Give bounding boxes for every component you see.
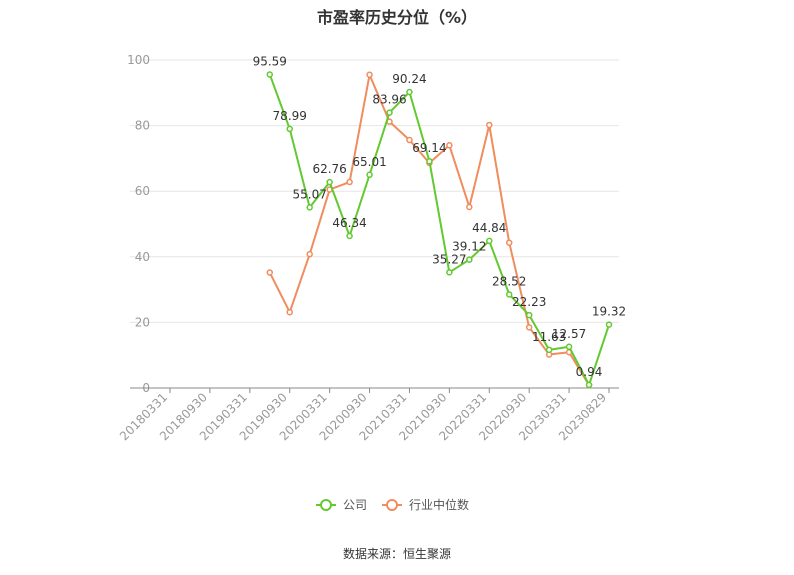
company-point — [326, 178, 333, 186]
industry-point — [286, 308, 293, 316]
industry-point — [306, 250, 313, 258]
industry-point — [486, 121, 493, 129]
industry-point — [366, 71, 373, 79]
company-point — [366, 171, 373, 179]
company-point — [286, 125, 293, 133]
chart-title: 市盈率历史分位（%） — [316, 8, 478, 27]
data-label: 62.76 — [312, 162, 346, 176]
data-label: 46.34 — [332, 216, 366, 230]
industry-point — [346, 178, 353, 186]
company-point — [426, 157, 433, 165]
company-point — [525, 311, 533, 319]
data-source: 数据来源：恒生聚源 — [342, 547, 451, 561]
data-label: 0.94 — [576, 365, 603, 379]
industry-point — [525, 324, 533, 331]
company-point — [386, 109, 393, 116]
data-label: 90.24 — [392, 72, 426, 86]
data-label: 44.84 — [472, 221, 506, 235]
company-point — [505, 291, 513, 298]
company-point — [266, 71, 274, 78]
company-point — [406, 88, 413, 96]
data-label: 55.07 — [293, 187, 327, 201]
data-label: 69.14 — [412, 141, 446, 155]
industry-point — [466, 203, 473, 211]
company-point — [585, 381, 593, 389]
data-label: 95.59 — [253, 54, 287, 68]
industry-point — [406, 136, 413, 144]
data-label: 12.57 — [552, 327, 586, 341]
company-point — [346, 232, 353, 240]
company-series-line — [268, 74, 610, 386]
data-label: 65.01 — [352, 155, 386, 169]
data-label: 83.96 — [372, 93, 406, 107]
data-label: 28.52 — [492, 274, 526, 288]
company-point — [565, 343, 573, 351]
y-tick-label: 40 — [135, 250, 150, 264]
y-tick-label: 80 — [135, 119, 150, 133]
y-tick-label: 100 — [127, 53, 150, 67]
legend-company-marker-icon — [320, 499, 332, 511]
data-label: 35.27 — [432, 252, 466, 266]
company-point — [446, 269, 453, 276]
company-point — [545, 346, 553, 354]
data-label: 78.99 — [273, 109, 307, 123]
legend-industry-label: 行业中位数 — [409, 497, 469, 512]
y-tick-label: 60 — [135, 184, 150, 198]
company-point — [466, 256, 473, 263]
company-point — [486, 237, 493, 245]
y-tick-label: 20 — [135, 315, 150, 329]
legend-company-label: 公司 — [343, 498, 367, 512]
data-label: 19.32 — [592, 305, 626, 319]
data-label: 39.12 — [452, 240, 486, 254]
company-point — [605, 321, 613, 328]
industry-point — [505, 239, 513, 246]
industry-point — [446, 142, 453, 149]
legend-industry-marker-icon — [386, 499, 398, 511]
data-label: 22.23 — [512, 295, 546, 309]
data-label: 11.63 — [532, 330, 566, 344]
company-point — [306, 204, 313, 211]
industry-point — [266, 269, 274, 276]
